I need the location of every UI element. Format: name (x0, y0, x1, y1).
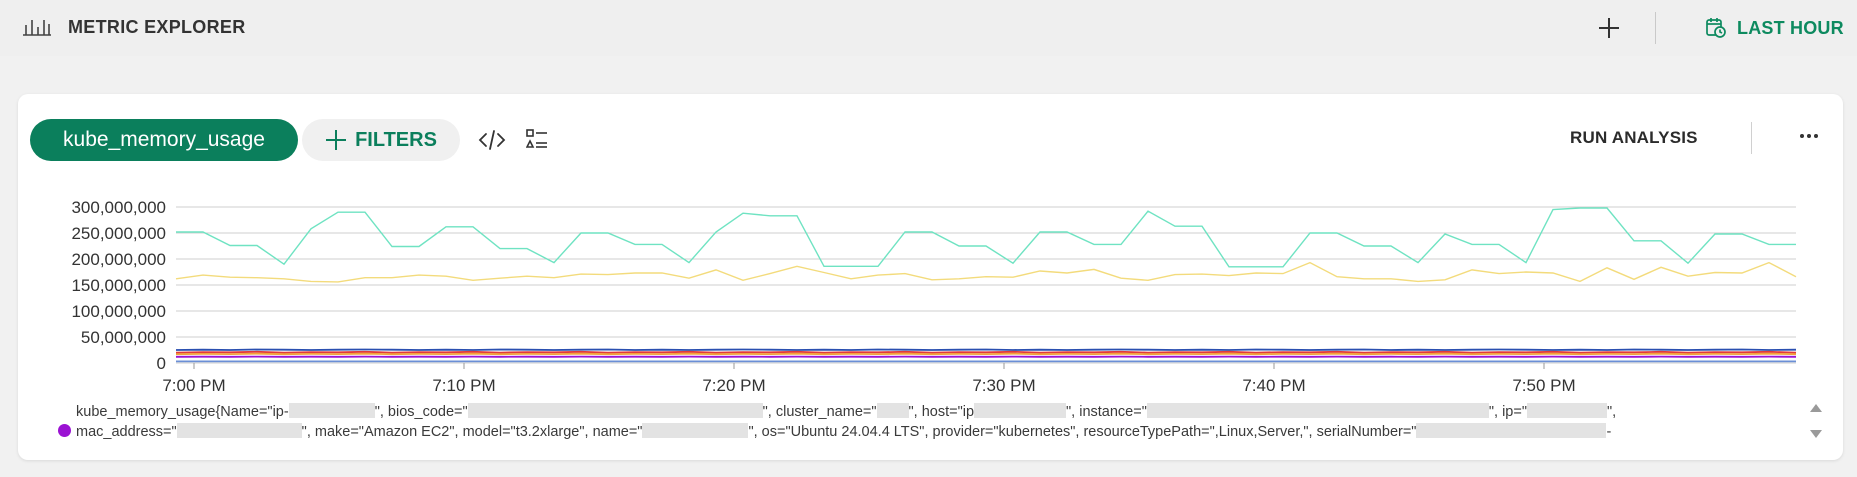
legend-text-cluster: ", cluster_name=" (763, 404, 877, 420)
redacted-ip (1527, 403, 1607, 418)
legend-text-bios: ", bios_code=" (375, 404, 468, 420)
filters-label: FILTERS (355, 129, 437, 152)
top-bar: METRIC EXPLORER LAST HOUR (0, 0, 1857, 56)
x-tick-label: 7:00 PM (162, 376, 225, 395)
legend-line-2: mac_address=" ", make="Amazon EC2", model… (76, 422, 1696, 442)
redacted-node-name (642, 423, 748, 438)
toolbar-divider (1751, 122, 1752, 154)
y-tick-label: 200,000,000 (71, 250, 166, 269)
x-tick-label: 7:10 PM (432, 376, 495, 395)
y-tick-label: 100,000,000 (71, 302, 166, 321)
time-range-label: LAST HOUR (1737, 18, 1844, 39)
legend-metric-text: kube_memory_usage{Name="ip- (76, 404, 289, 420)
time-range-button[interactable]: LAST HOUR (1705, 13, 1844, 43)
series-line-0[interactable] (176, 208, 1796, 267)
series-line-1[interactable] (176, 263, 1796, 282)
filters-button[interactable]: FILTERS (302, 119, 460, 161)
legend-text-make: ", make="Amazon EC2", model="t3.2xlarge"… (302, 424, 643, 440)
legend-text-mac: mac_address=" (76, 424, 177, 440)
legend-text-end: ", (1607, 404, 1616, 420)
legend-line-1: kube_memory_usage{Name="ip- ", bios_code=… (76, 402, 1696, 422)
scroll-down-icon[interactable] (1808, 428, 1824, 440)
redacted-cluster (877, 403, 909, 418)
plus-icon (1597, 16, 1621, 40)
legend-text-host: ", host="ip (909, 404, 975, 420)
series-legend[interactable]: kube_memory_usage{Name="ip- ", bios_code=… (76, 402, 1696, 446)
more-icon (1799, 133, 1819, 139)
x-tick-label: 7:40 PM (1242, 376, 1305, 395)
legend-text-end-2: - (1606, 424, 1611, 440)
memory-usage-chart: 0 50,000,000 100,000,000 150,000,000 200,000… (0, 180, 1857, 400)
plus-icon (325, 129, 347, 151)
legend-text-ip: ", ip=" (1489, 404, 1527, 420)
series-line-3[interactable] (176, 352, 1796, 353)
y-tick-label: 150,000,000 (71, 276, 166, 295)
x-tick-label: 7:50 PM (1512, 376, 1575, 395)
list-filter-icon[interactable] (526, 128, 548, 150)
legend-color-dot (58, 424, 71, 437)
add-button[interactable] (1594, 13, 1624, 43)
header-divider (1655, 12, 1656, 44)
redacted-mac (177, 423, 302, 438)
x-tick-label: 7:30 PM (972, 376, 1035, 395)
run-analysis-button[interactable]: RUN ANALYSIS (1570, 128, 1698, 148)
scroll-up-icon[interactable] (1808, 402, 1824, 414)
series-line-2[interactable] (176, 350, 1796, 351)
y-tick-label: 250,000,000 (71, 224, 166, 243)
redacted-host (974, 403, 1066, 418)
bar-chart-icon (22, 16, 52, 36)
series-line-4[interactable] (176, 354, 1796, 355)
code-icon[interactable] (478, 128, 506, 152)
redacted-name (289, 403, 375, 418)
page-title: METRIC EXPLORER (68, 17, 246, 38)
x-tick-label: 7:20 PM (702, 376, 765, 395)
y-tick-label: 0 (157, 354, 166, 373)
calendar-clock-icon (1705, 17, 1727, 39)
legend-text-os: ", os="Ubuntu 24.04.4 LTS", provider="ku… (748, 424, 1416, 440)
more-options-button[interactable] (1794, 124, 1824, 148)
legend-text-instance: ", instance=" (1066, 404, 1147, 420)
y-tick-label: 50,000,000 (81, 328, 166, 347)
y-tick-label: 300,000,000 (71, 198, 166, 217)
redacted-instance (1147, 403, 1489, 418)
redacted-bios-code (468, 403, 763, 418)
redacted-serial (1416, 423, 1606, 438)
metric-selector[interactable]: kube_memory_usage (30, 119, 298, 161)
